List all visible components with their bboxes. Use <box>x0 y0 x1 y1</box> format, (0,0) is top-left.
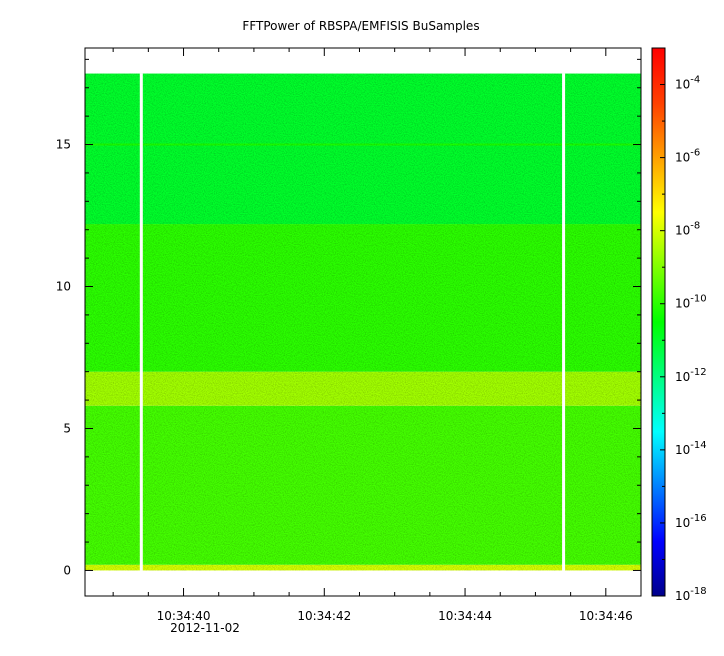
plot-area <box>85 73 641 571</box>
colorbar-tick-label: 10-4 <box>675 75 700 92</box>
colorbar-tick-exponent: -14 <box>690 440 706 451</box>
colorbar-tick-label: 10-10 <box>675 294 707 311</box>
colorbar-tick-exponent: -12 <box>690 367 706 378</box>
x-tick-label: 10:34:42 <box>297 609 351 623</box>
colorbar-tick-base: 10 <box>675 370 690 384</box>
y-tick-label: 15 <box>56 138 71 152</box>
colorbar-tick-label: 10-18 <box>675 586 707 603</box>
date-label: 2012-11-02 <box>170 621 240 635</box>
y-tick-label: 0 <box>63 563 71 577</box>
colorbar <box>651 47 666 597</box>
chart-title: FFTPower of RBSPA/EMFISIS BuSamples <box>242 19 479 33</box>
x-tick-label: 10:34:44 <box>438 609 492 623</box>
y-tick-label: 5 <box>63 421 71 435</box>
colorbar-tick-label: 10-12 <box>675 367 707 384</box>
colorbar-tick-base: 10 <box>675 151 690 165</box>
x-tick-label: 10:34:40 <box>157 609 211 623</box>
colorbar-tick-exponent: -18 <box>690 586 706 597</box>
data-gap <box>562 73 566 571</box>
plot-frame <box>84 47 642 597</box>
colorbar-tick-base: 10 <box>675 224 690 238</box>
colorbar-tick-label: 10-6 <box>675 148 700 165</box>
data-gaps <box>139 73 566 571</box>
colorbar-tick-exponent: -8 <box>690 221 700 232</box>
colorbar-tick-base: 10 <box>675 78 690 92</box>
x-tick-label: 10:34:46 <box>579 609 633 623</box>
colorbar-tick-label: 10-8 <box>675 221 700 238</box>
colorbar-tick-exponent: -10 <box>690 294 706 305</box>
colorbar-tick-base: 10 <box>675 589 690 603</box>
x-axis: 10:34:40 10:34:42 10:34:44 10:34:46 <box>112 48 642 623</box>
colorbar-tick-base: 10 <box>675 443 690 457</box>
noise-texture <box>85 73 641 571</box>
colorbar-tick-exponent: -6 <box>690 148 700 159</box>
colorbar-tick-exponent: -16 <box>690 513 706 524</box>
colorbar-tick-label: 10-16 <box>675 513 707 530</box>
y-axis: 0 5 10 15 <box>56 58 641 577</box>
data-gap <box>139 73 143 571</box>
colorbar-tick-base: 10 <box>675 297 690 311</box>
y-tick-label: 10 <box>56 280 71 294</box>
colorbar-tick-label: 10-14 <box>675 440 707 457</box>
colorbar-tick-exponent: -4 <box>690 75 700 86</box>
colorbar-tick-base: 10 <box>675 516 690 530</box>
